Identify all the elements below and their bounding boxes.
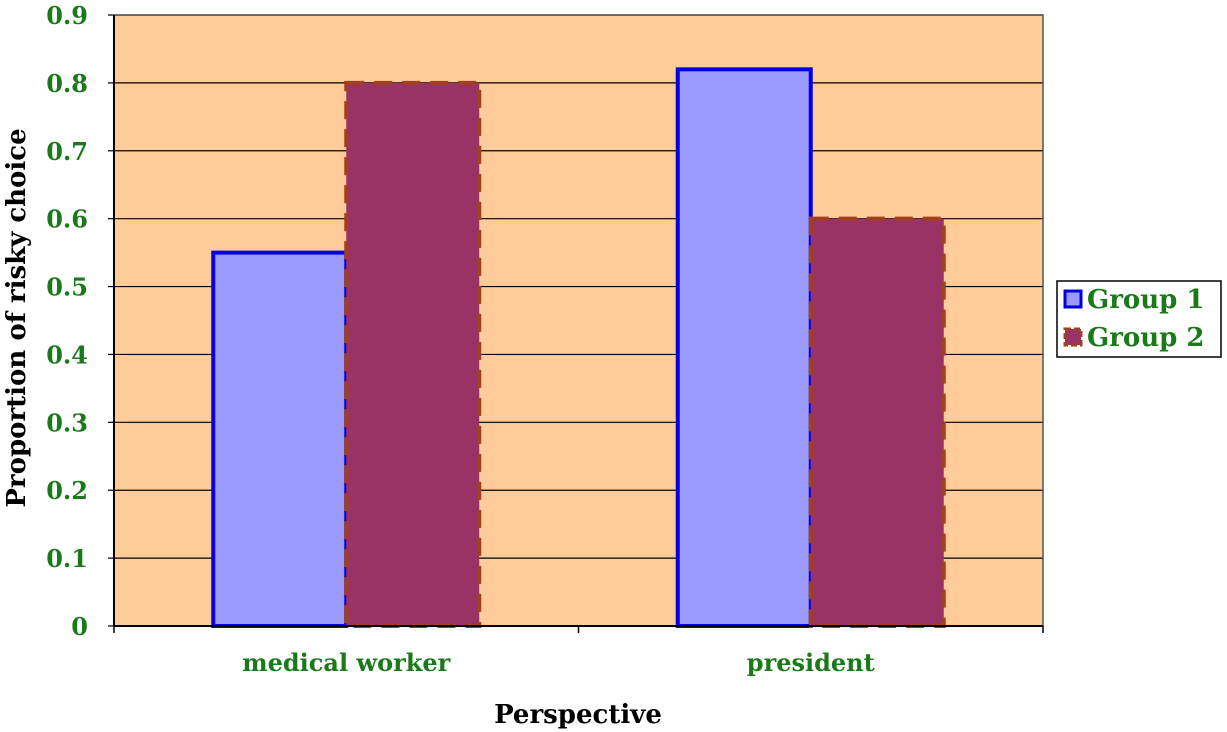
y-tick-label: 0.2 <box>46 476 88 505</box>
legend-box <box>1056 280 1222 358</box>
legend-swatch-1 <box>1063 289 1083 309</box>
y-tick-label: 0.9 <box>46 1 88 30</box>
y-tick-label: 0.4 <box>46 340 88 369</box>
y-tick-labels: 0 0.1 0.2 0.3 0.4 0.5 0.6 0.7 0.8 0.9 <box>46 1 88 641</box>
legend-swatch-2 <box>1063 327 1083 347</box>
y-tick-label: 0.3 <box>46 408 88 437</box>
y-axis-title: Proportion of risky choice <box>2 128 32 507</box>
y-tick-label: 0.8 <box>46 69 88 98</box>
legend: Group 1 Group 2 <box>1056 280 1222 358</box>
bar-2-1 <box>344 80 482 628</box>
x-axis-title: Perspective <box>494 700 662 730</box>
bar-2-2 <box>808 216 946 629</box>
x-tick-labels: medical worker president <box>242 648 874 677</box>
y-tick-label: 0.5 <box>46 273 88 302</box>
bar-1-1 <box>211 250 349 628</box>
bar-1-2 <box>675 67 813 629</box>
bars <box>211 67 946 629</box>
y-tick-label: 0 <box>71 612 88 641</box>
axes <box>113 14 1044 633</box>
x-tick-label: medical worker <box>242 648 450 677</box>
x-tick-label: president <box>747 648 875 677</box>
legend-label-2: Group 2 <box>1087 323 1204 353</box>
y-tick-label: 0.6 <box>46 205 88 234</box>
legend-label-1: Group 1 <box>1087 285 1204 315</box>
y-tick-label: 0.7 <box>46 137 88 166</box>
y-tick-label: 0.1 <box>46 544 88 573</box>
